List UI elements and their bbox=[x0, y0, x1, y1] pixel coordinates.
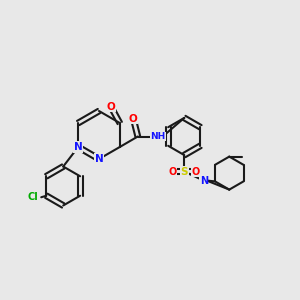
Text: O: O bbox=[192, 167, 200, 177]
Text: Cl: Cl bbox=[28, 192, 38, 202]
Text: O: O bbox=[169, 167, 177, 177]
Text: O: O bbox=[106, 101, 115, 112]
Text: O: O bbox=[129, 113, 138, 124]
Text: N: N bbox=[74, 142, 82, 152]
Text: NH: NH bbox=[150, 132, 166, 141]
Text: S: S bbox=[181, 167, 188, 177]
Text: N: N bbox=[200, 176, 208, 186]
Text: N: N bbox=[94, 154, 103, 164]
